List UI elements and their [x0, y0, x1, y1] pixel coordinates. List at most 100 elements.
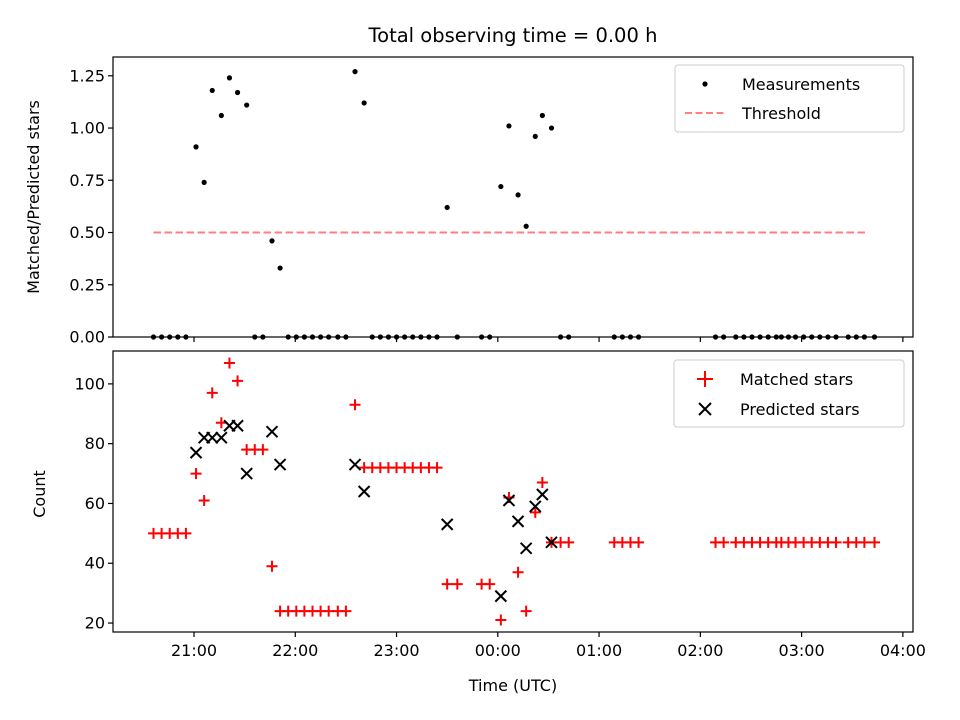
bottom-legend-box [673, 359, 905, 428]
x-tick-label: 04:00 [880, 641, 926, 660]
top-legend-box [674, 64, 905, 133]
measurement-point [234, 89, 241, 96]
measurement-point [498, 183, 504, 190]
predicted-star-marker [529, 500, 542, 513]
legend-predicted-marker [698, 402, 712, 416]
matched-star-marker [441, 578, 453, 590]
matched-star-marker [190, 468, 202, 480]
measurement-point [352, 69, 358, 75]
bottom-y-axis-label: Count [30, 470, 49, 518]
matched-star-marker [223, 357, 235, 369]
matched-star-marker [869, 536, 881, 548]
top-y-tick-label: 0.50 [69, 223, 105, 242]
matched-star-marker [830, 536, 842, 548]
top-y-tick-label: 0.25 [69, 275, 105, 294]
predicted-star-marker [494, 589, 508, 603]
matched-star-marker [349, 399, 361, 411]
predicted-star-marker [502, 494, 516, 507]
matched-star-marker [180, 527, 192, 539]
matched-star-marker [206, 387, 218, 399]
bottom-y-tick-label: 20 [85, 614, 105, 633]
measurement-point [218, 112, 224, 119]
matched-star-marker [484, 578, 496, 590]
matched-star-marker [232, 375, 244, 387]
measurement-point [444, 204, 450, 211]
predicted-star-marker [511, 515, 525, 528]
x-tick-label: 23:00 [373, 641, 419, 660]
measurement-point [209, 87, 215, 94]
matched-star-marker [451, 578, 463, 590]
measurement-point [548, 125, 555, 131]
legend-predicted-label: Predicted stars [740, 400, 860, 419]
top-y-axis-label: Matched/Predicted stars [24, 100, 43, 294]
bottom-y-tick-label: 100 [74, 374, 105, 393]
top-y-tick-label: 1.00 [69, 119, 105, 138]
predicted-star-marker [357, 485, 371, 498]
matched-star-marker [431, 462, 443, 474]
predicted-star-marker [206, 431, 219, 444]
measurement-point [523, 223, 529, 229]
matched-star-marker [215, 417, 227, 429]
top-y-tick-label: 0.75 [69, 171, 105, 190]
matched-star-marker [198, 494, 210, 506]
bottom-y-tick-label: 40 [85, 554, 105, 573]
bottom-x-axis: 21:00 22:00 23:00 00:00 01:00 02:00 03:00 04:00 [171, 632, 926, 660]
predicted-star-marker [545, 536, 558, 549]
matched-star-marker [718, 536, 730, 548]
measurement-point [269, 238, 275, 244]
measurement-point [361, 100, 367, 106]
matched-star-marker [340, 605, 352, 617]
predicted-star-marker [536, 488, 549, 501]
matched-star-marker [512, 566, 524, 578]
legend-matched-label: Matched stars [740, 370, 853, 389]
matched-star-marker [257, 444, 269, 456]
top-panel: 0.00 0.25 0.50 0.75 1.00 1.25 Matched/Predict… [24, 56, 914, 347]
predicted-star-marker [231, 419, 244, 432]
top-y-tick-label: 0.00 [69, 328, 105, 347]
x-tick-label: 03:00 [779, 641, 825, 660]
predicted-star-marker [440, 518, 454, 531]
predicted-star-marker [215, 431, 228, 444]
measurement-point [539, 112, 545, 119]
measurement-point [201, 179, 207, 185]
legend-matched-marker [697, 371, 713, 387]
top-y-axis: 0.00 0.25 0.50 0.75 1.00 1.25 [69, 66, 113, 347]
measurement-point [532, 133, 538, 140]
matched-star-marker [495, 614, 507, 626]
x-tick-label: 01:00 [576, 641, 622, 660]
measurement-point [506, 123, 512, 129]
bottom-legend: Matched stars Predicted stars [673, 359, 905, 428]
predicted-star-marker [348, 458, 362, 471]
chart-title: Total observing time = 0.00 h [368, 24, 658, 47]
bottom-y-tick-label: 80 [85, 434, 105, 453]
predicted-star-marker [265, 425, 279, 438]
bottom-plot-area [148, 357, 881, 626]
x-tick-label: 00:00 [475, 641, 521, 660]
matched-star-marker [858, 536, 870, 548]
legend-threshold-label: Threshold [741, 104, 821, 123]
predicted-star-marker [240, 467, 253, 480]
matched-star-marker [536, 477, 548, 489]
predicted-star-marker [273, 458, 287, 471]
measurement-point [244, 102, 250, 108]
top-axes-frame [112, 56, 914, 338]
legend-measurements-label: Measurements [742, 75, 860, 94]
x-axis-label: Time (UTC) [468, 676, 557, 695]
top-y-tick-label: 1.25 [69, 66, 105, 85]
bottom-y-tick-label: 60 [85, 494, 105, 513]
matched-star-marker [633, 536, 645, 548]
bottom-y-axis: 20 40 60 80 100 [74, 374, 113, 633]
measurement-point [226, 75, 233, 81]
bottom-axes-frame [112, 350, 914, 633]
matched-star-marker [563, 536, 575, 548]
matched-star-marker [520, 605, 532, 617]
top-legend: Measurements Threshold [674, 64, 905, 133]
bottom-panel: 20 40 60 80 100 21:00 22:00 23:00 00:00 01:00 02:… [30, 350, 926, 695]
predicted-star-marker [519, 542, 533, 555]
x-tick-label: 22:00 [272, 641, 318, 660]
x-tick-label: 21:00 [171, 641, 217, 660]
measurement-point [193, 144, 199, 150]
measurement-point [277, 265, 283, 271]
legend-measurements-marker [702, 81, 708, 87]
